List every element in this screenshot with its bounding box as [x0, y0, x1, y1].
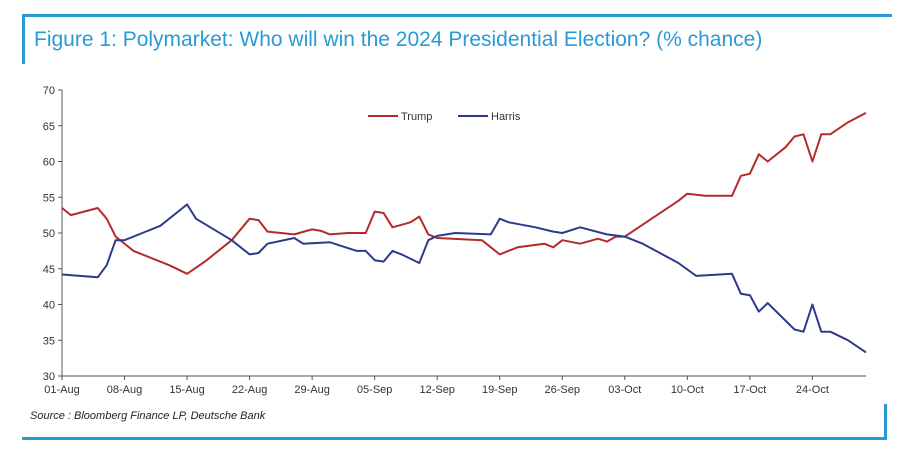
x-tick-label: 24-Oct [796, 384, 829, 396]
series-line-trump [61, 112, 867, 275]
frame-right-border [884, 404, 887, 440]
frame-left-border [22, 14, 25, 64]
x-tick-label: 03-Oct [608, 384, 641, 396]
x-tick-label: 10-Oct [671, 384, 704, 396]
y-tick-label: 55 [43, 192, 55, 204]
legend-label-trump: Trump [401, 111, 432, 123]
y-tick-label: 35 [43, 335, 55, 347]
frame-bottom-border [22, 437, 887, 440]
source-note: Source : Bloomberg Finance LP, Deutsche … [30, 410, 266, 422]
frame-top-border [22, 14, 892, 17]
x-tick-label: 15-Aug [169, 384, 204, 396]
x-tick-label: 22-Aug [232, 384, 267, 396]
y-tick-label: 45 [43, 264, 55, 276]
x-tick-label: 29-Aug [294, 384, 329, 396]
y-tick-label: 40 [43, 300, 55, 312]
x-tick-label: 26-Sep [545, 384, 580, 396]
y-tick-label: 70 [43, 85, 55, 97]
x-tick-label: 01-Aug [44, 384, 79, 396]
y-tick-label: 60 [43, 157, 55, 169]
x-tick-label: 08-Aug [107, 384, 142, 396]
x-tick-label: 05-Sep [357, 384, 392, 396]
y-tick-label: 30 [43, 371, 55, 383]
series-line-harris [61, 203, 867, 354]
y-tick-label: 65 [43, 121, 55, 133]
x-tick-label: 19-Sep [482, 384, 517, 396]
x-tick-label: 12-Sep [419, 384, 454, 396]
x-tick-label: 17-Oct [733, 384, 766, 396]
y-tick-label: 50 [43, 228, 55, 240]
legend-label-harris: Harris [491, 111, 521, 123]
chart-title: Figure 1: Polymarket: Who will win the 2… [34, 28, 763, 51]
